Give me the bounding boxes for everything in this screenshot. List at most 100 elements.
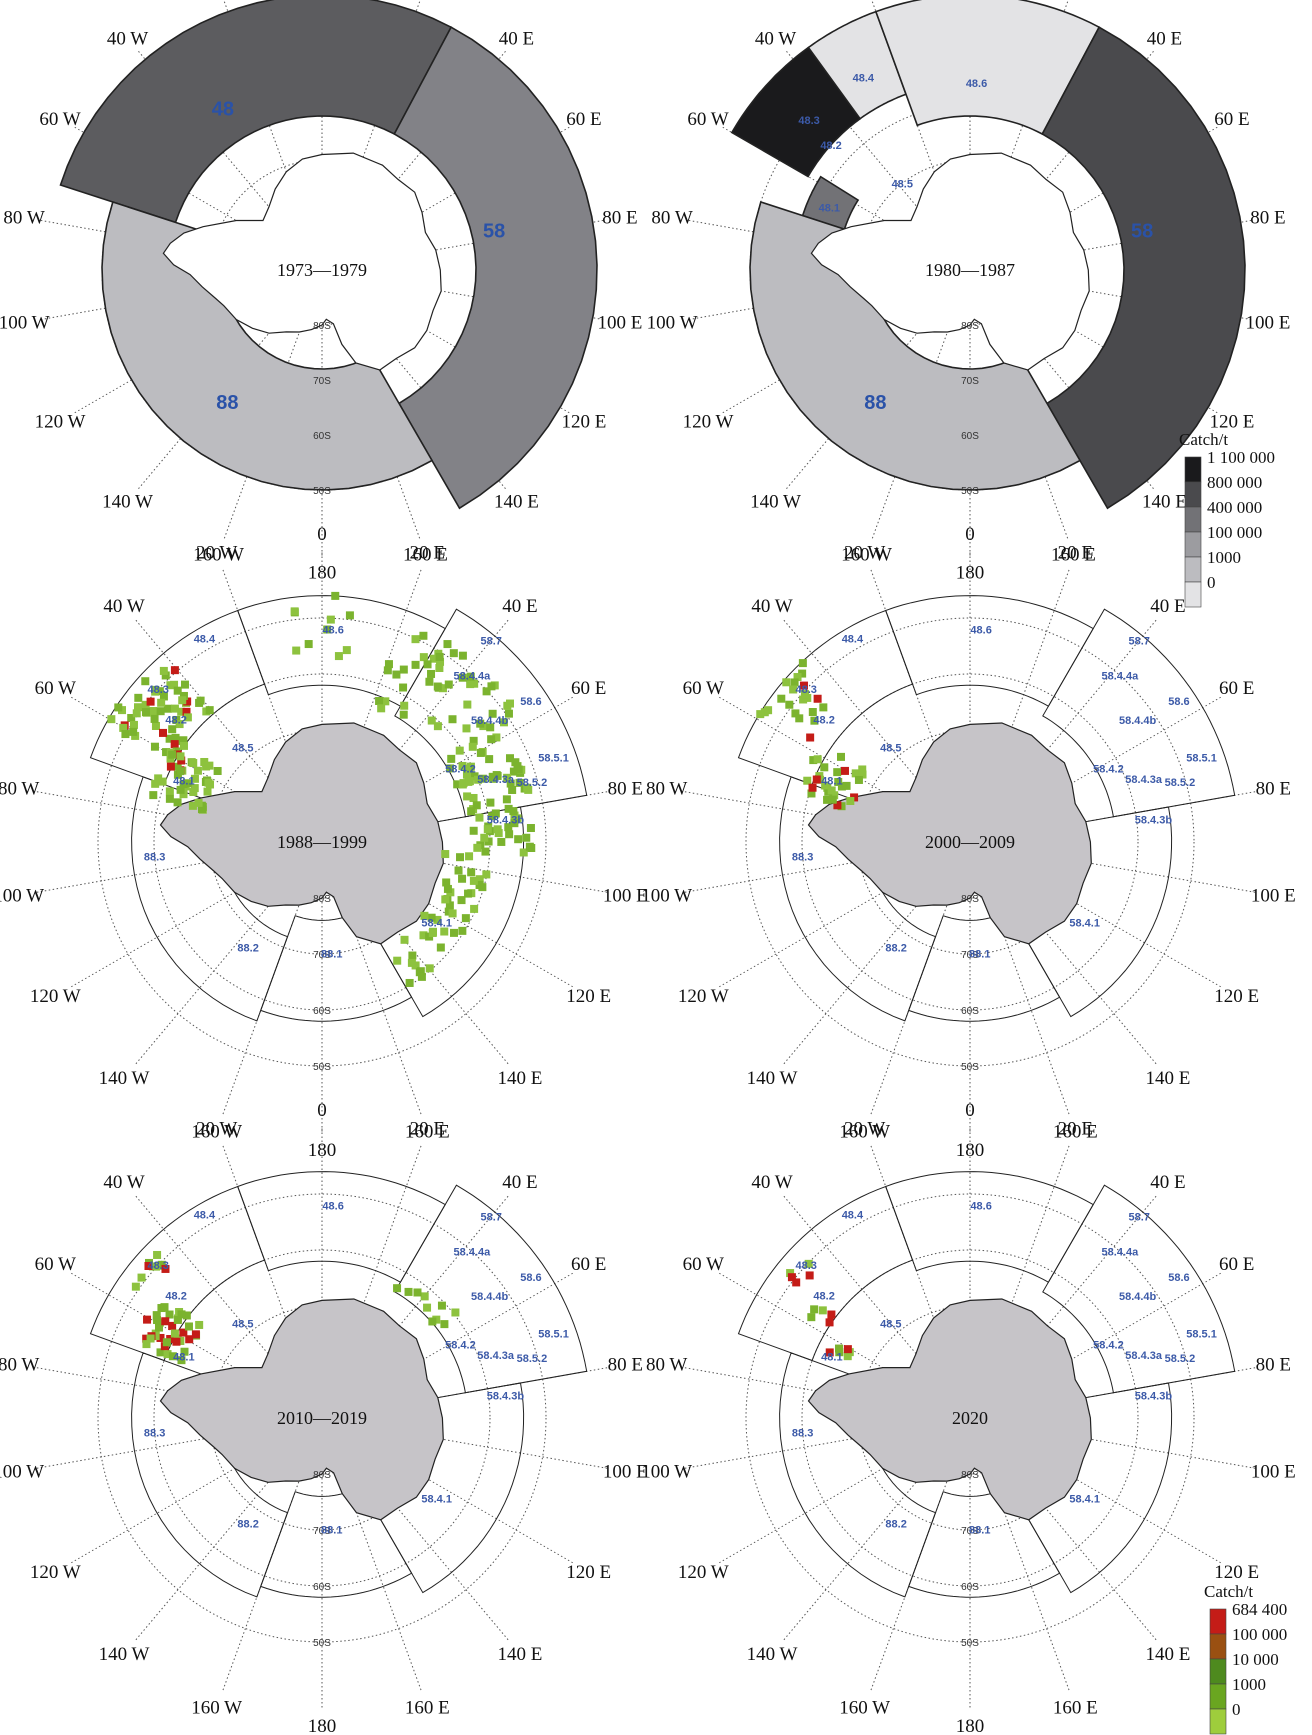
catch-cell [786,1269,795,1278]
area-label: 58.6 [1168,1272,1189,1284]
longitude-label: 0 [317,524,327,545]
catch-cell [400,935,409,944]
catch-cell [810,716,819,725]
longitude-label: 40 E [499,28,534,49]
longitude-label: 80 E [1250,207,1285,228]
catch-cell [433,682,442,691]
longitude-label: 100 E [603,1461,648,1482]
area-label: 58.7 [480,635,501,647]
catch-cell [437,1301,446,1310]
longitude-label: 180 [308,1140,337,1161]
catch-cell [143,1315,152,1324]
catch-cell [179,1328,188,1337]
catch-cell [154,1323,163,1332]
catch-cell [509,767,518,776]
latitude-label: 80S [313,321,331,332]
catch-cell [504,804,513,813]
longitude-label: 140 E [494,492,539,513]
area-label: 48.1 [173,1352,194,1364]
catch-cell [153,1316,162,1325]
longitude-label: 120 W [30,1562,81,1583]
catch-cell [807,789,816,798]
catch-cell [487,682,496,691]
catch-cell [787,1273,796,1282]
longitude-label: 20 W [844,1119,885,1140]
catch-cell [173,798,182,807]
catch-cell [506,779,515,788]
catch-cell [155,687,164,696]
catch-cell [159,692,168,701]
catch-cell [334,652,343,661]
catch-cell [513,762,522,771]
catch-cell [458,874,467,883]
catch-cell [149,791,158,800]
catch-cell [160,1303,169,1312]
catch-cell [107,715,116,724]
catch-cell [433,915,442,924]
catch-cell [178,696,187,705]
latitude-circle [97,617,547,1067]
longitude-label: 160 E [403,544,448,565]
catch-cell [428,928,437,937]
catch-cell [442,878,451,887]
catch-cell [453,780,462,789]
catch-cell [806,733,815,742]
longitude-label: 60 E [571,1254,606,1275]
catch-cell [173,686,182,695]
catch-cell [166,762,175,771]
catch-cell [522,833,531,842]
area-label: 58.5.2 [1165,777,1196,789]
area-label: 48.2 [165,715,186,727]
legend-swatch [1209,1633,1227,1660]
catch-cell [834,777,843,786]
latitude-label: 50S [313,486,331,497]
catch-cell [837,782,846,791]
catch-cell [443,884,452,893]
catch-cell [195,698,204,707]
catch-cell [134,693,143,702]
catch-cell [151,687,160,696]
catch-cell [163,1350,172,1359]
period-label: 2000—2009 [925,832,1015,852]
catch-cell [812,775,821,784]
catch-cell [205,761,214,770]
longitude-label: 0 [965,524,975,545]
area-label: 58.4.4b [1119,1291,1157,1303]
catch-cell [459,779,468,788]
latitude-label: 60S [961,431,979,442]
catch-cell [837,802,846,811]
catch-cell [830,791,839,800]
latitude-label: 70S [313,376,331,387]
catch-cell [165,787,174,796]
latitude-label: 60S [961,1006,979,1017]
catch-cell [476,748,485,757]
legend-swatch [1184,456,1202,483]
longitude-label: 120 W [678,1562,729,1583]
catch-cell [499,718,508,727]
longitude-label: 20 W [844,543,885,564]
catch-cell [399,665,408,674]
longitude-label: 40 E [1150,1172,1185,1193]
longitude-label: 160 E [1051,544,1096,565]
area-label: 58.5.1 [538,753,569,765]
latitude-label: 60S [961,1582,979,1593]
legend-label: 0 [1207,573,1216,592]
catch-cell [393,1284,402,1293]
area-label: 58.4.3b [1135,814,1173,826]
area-label: 58.4.2 [1093,763,1124,775]
legend-label: 1000 [1232,1675,1266,1694]
legend-label: 10 000 [1232,1650,1279,1669]
catch-cell [304,640,313,649]
catch-cell [821,781,830,790]
catch-cell [165,734,174,743]
catch-cell [420,1292,429,1301]
catch-cell [823,795,832,804]
catch-cell [141,677,150,686]
area-label: 48.5 [880,1319,901,1331]
longitude-label: 120 E [566,986,611,1007]
catch-cell [842,781,851,790]
catch-cell [505,754,514,763]
legend-title: Catch/t [1179,430,1228,449]
longitude-label: 100 W [647,313,698,334]
area-label: 58.4.1 [421,917,452,929]
